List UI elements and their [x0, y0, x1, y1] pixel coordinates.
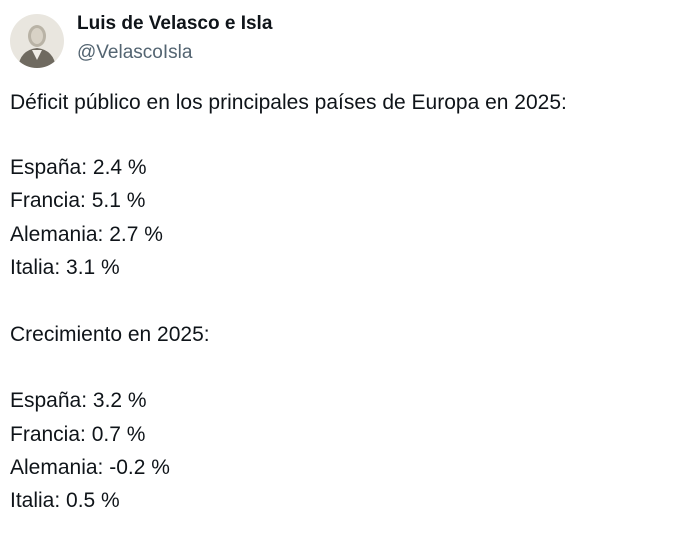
- text-line: Alemania: 2.7 %: [10, 223, 163, 246]
- text-line: Francia: 5.1 %: [10, 189, 146, 212]
- text-line: España: 3.2 %: [10, 389, 147, 412]
- text-line: Alemania: -0.2 %: [10, 456, 170, 479]
- text-line: Italia: 3.1 %: [10, 256, 120, 279]
- author-handle[interactable]: @VelascoIsla: [77, 42, 193, 63]
- heading: Crecimiento en 2025:: [10, 323, 210, 346]
- text-line: Italia: 0.5 %: [10, 489, 120, 512]
- avatar[interactable]: [10, 14, 64, 68]
- text-line: Francia: 0.7 %: [10, 423, 146, 446]
- author-name[interactable]: Luis de Velasco e Isla: [77, 13, 273, 34]
- text-line: España: 2.4 %: [10, 156, 147, 179]
- heading: Déficit público en los principales paíse…: [10, 91, 567, 114]
